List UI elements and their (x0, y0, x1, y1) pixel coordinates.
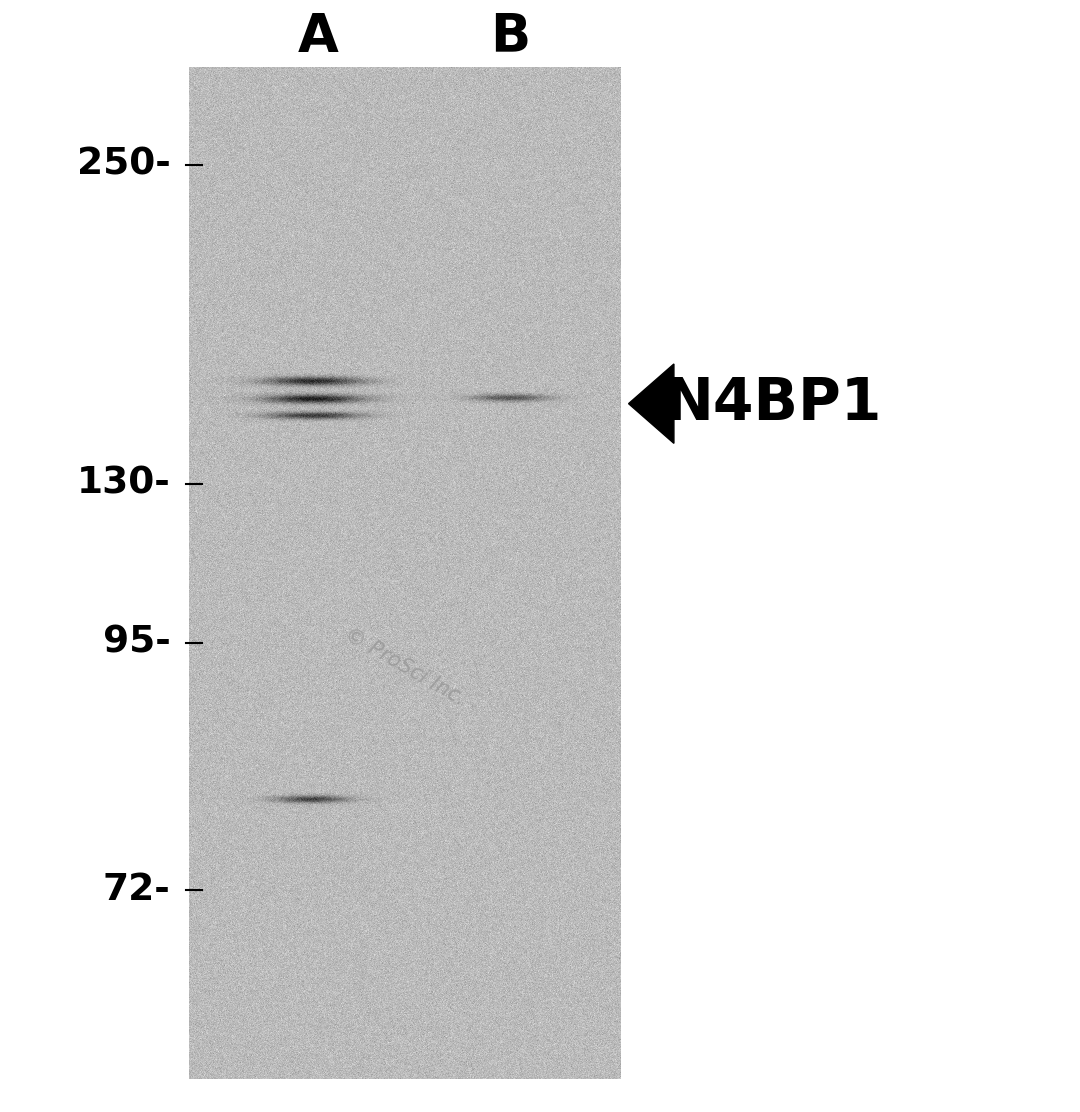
Text: 95-: 95- (103, 625, 171, 661)
Text: N4BP1: N4BP1 (664, 375, 881, 433)
Text: 72-: 72- (103, 872, 171, 907)
Text: 250-: 250- (77, 147, 171, 182)
Text: B: B (489, 11, 530, 62)
Polygon shape (629, 364, 674, 444)
Text: A: A (298, 11, 339, 62)
Text: © ProSci Inc.: © ProSci Inc. (341, 625, 469, 709)
Text: 130-: 130- (77, 466, 171, 502)
